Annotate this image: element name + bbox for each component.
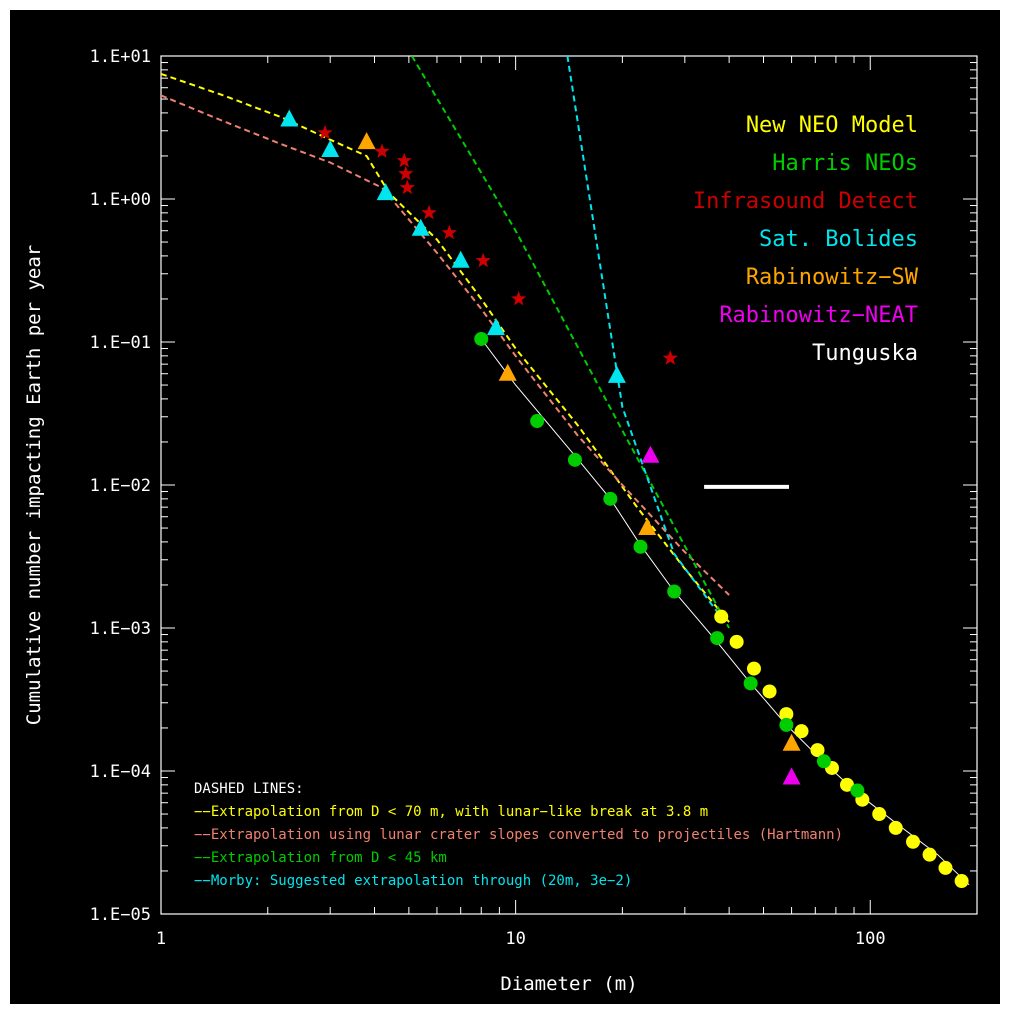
data-point [782,767,801,785]
data-point [511,291,527,306]
data-point [607,365,626,383]
dashed-line [411,56,730,629]
plot-frame [10,10,1000,1004]
notes-line: −−Extrapolation from D < 70 m, with luna… [194,804,708,820]
data-point [872,807,887,822]
data-point [779,717,794,732]
y-tick-label: 1.E−01 [90,333,151,353]
legend-entry: New NEO Model [746,113,918,138]
data-point [662,350,678,365]
y-tick-label: 1.E+01 [90,47,151,67]
data-point [530,414,545,429]
data-point [451,250,470,268]
legend-entry: Rabinowitz−NEAT [719,303,918,328]
data-point [633,539,648,554]
legend-entry: Rabinowitz−SW [746,265,919,290]
data-point [779,707,794,722]
data-point [474,331,489,346]
dashed-extrapolation-lines [161,56,730,629]
data-point [782,733,801,751]
data-point [746,661,761,676]
data-point [280,109,299,127]
data-point [729,634,744,649]
data-point [357,132,376,150]
axis-ticks: 1 10 100 1.E+01 1.E+00 1.E−01 1.E−02 1.E−03 1.E−… [90,47,978,949]
x-tick-label: 1 [156,929,166,949]
notes-line: −−Morby: Suggested extrapolation through… [194,873,632,889]
data-point [906,834,921,849]
data-point [954,874,969,889]
dashed-line [161,94,730,596]
data-point [816,754,831,769]
dashed-line [566,56,718,613]
data-points [280,109,969,889]
x-axis-title: Diameter (m) [500,973,637,995]
data-point [938,860,953,875]
data-point [376,183,395,201]
data-point [850,783,865,798]
data-point [714,609,729,624]
legend: New NEO Model Harris NEOs Infrasound Detec… [693,113,919,366]
data-point [710,631,725,646]
data-point [321,140,340,158]
data-point [421,204,437,220]
y-axis-title: Cumulative number impacting Earth per ye… [23,245,45,725]
x-tick-label: 100 [855,929,886,949]
data-point [743,676,758,691]
data-point [486,318,505,336]
data-point [794,724,809,739]
data-point [638,518,657,536]
data-point [441,224,457,240]
data-point [922,847,937,862]
legend-entry: Harris NEOs [772,151,918,176]
data-point [888,820,903,835]
data-point [840,777,855,792]
y-tick-label: 1.E+00 [90,190,151,210]
data-point [411,218,430,236]
data-point [399,179,415,195]
data-point [603,491,618,506]
x-tick-label: 10 [505,929,525,949]
notes-heading: DASHED LINES: [194,781,304,797]
data-point [317,124,333,140]
dashed-lines-notes: DASHED LINES: −−Extrapolation from D < 70… [194,781,843,889]
notes-line: −−Extrapolation using lunar crater slope… [194,827,843,843]
data-point [762,684,777,699]
data-point [498,363,517,381]
y-tick-label: 1.E−04 [90,762,151,782]
data-point [641,445,660,463]
y-tick-label: 1.E−02 [90,476,151,496]
legend-entry: Sat. Bolides [759,227,918,252]
notes-line: −−Extrapolation from D < 45 km [194,850,447,866]
data-point [667,584,682,599]
data-point [567,452,582,467]
data-point [398,165,414,181]
data-point [810,743,825,758]
legend-entry: Tunguska [812,341,918,366]
data-point [396,152,412,168]
y-tick-label: 1.E−03 [90,619,151,639]
legend-entry: Infrasound Detect [693,189,918,214]
dashed-line [161,72,730,623]
data-point [374,143,390,158]
data-point [475,252,491,268]
y-tick-label: 1.E−05 [90,905,151,925]
